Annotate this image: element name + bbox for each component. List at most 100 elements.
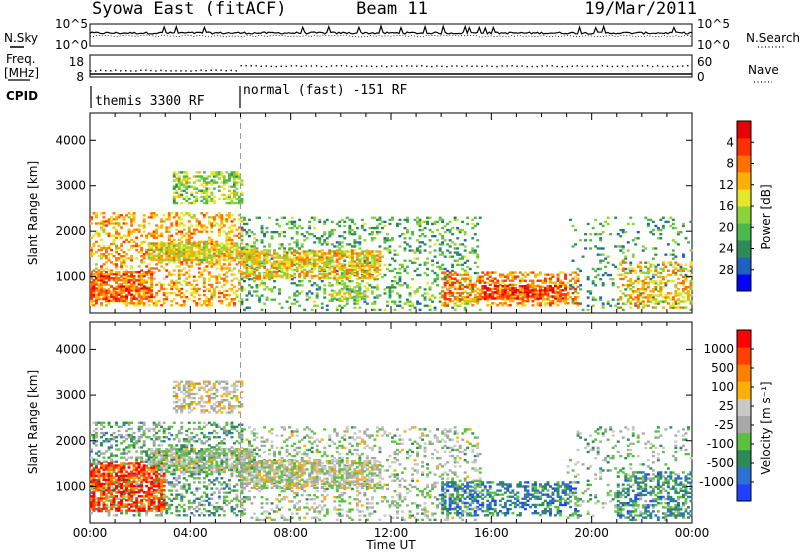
echo-cell <box>255 239 259 242</box>
echo-cell <box>162 252 166 255</box>
echo-cell <box>172 199 176 203</box>
echo-cell <box>448 275 452 278</box>
echo-cell <box>616 245 620 248</box>
echo-cell <box>190 236 194 239</box>
echo-cell <box>228 238 231 242</box>
echo-cell <box>574 302 578 305</box>
echo-cell <box>225 220 229 223</box>
colorbar-tick-label: 28 <box>719 263 734 277</box>
echo-cell <box>471 289 475 293</box>
echo-cell <box>187 230 191 233</box>
echo-cell <box>320 235 324 238</box>
echo-cell <box>110 285 114 288</box>
echo-cell <box>222 181 226 184</box>
echo-cell <box>110 253 114 256</box>
echo-cell <box>192 195 196 199</box>
nave-dot <box>110 70 112 72</box>
echo-cell <box>140 425 144 429</box>
echo-cell <box>122 477 126 480</box>
echo-cell <box>606 261 610 264</box>
echo-cell <box>185 185 189 188</box>
echo-cell <box>486 293 490 296</box>
echo-cell <box>205 199 209 203</box>
echo-cell <box>521 289 525 293</box>
echo-cell <box>130 493 134 496</box>
echo-cell <box>684 267 688 271</box>
echo-cell <box>235 191 239 194</box>
echo-cell <box>330 243 334 246</box>
echo-cell <box>320 243 324 246</box>
echo-cell <box>225 181 229 184</box>
echo-cell <box>428 298 432 301</box>
echo-cell <box>518 271 522 274</box>
echo-cell <box>180 236 184 239</box>
echo-cell <box>172 250 176 253</box>
echo-cell <box>167 273 171 276</box>
echo-cell <box>140 505 144 509</box>
echo-cell <box>511 275 515 278</box>
echo-cell <box>448 271 452 274</box>
echo-cell <box>488 297 492 300</box>
echo-cell <box>534 285 537 288</box>
echo-cell <box>363 264 367 267</box>
echo-cell <box>240 252 244 255</box>
echo-cell <box>125 281 129 284</box>
echo-cell <box>654 282 658 285</box>
echo-cell <box>574 228 578 232</box>
echo-cell <box>235 175 239 178</box>
echo-cell <box>320 280 324 283</box>
echo-cell <box>458 257 462 260</box>
echo-cell <box>579 284 583 287</box>
nave-dot <box>641 65 644 67</box>
echo-cell <box>107 423 111 426</box>
echo-cell <box>140 450 144 453</box>
echo-cell <box>177 265 181 268</box>
echo-cell <box>340 283 344 286</box>
echo-cell <box>451 241 455 244</box>
echo-cell <box>107 497 111 500</box>
echo-cell <box>97 275 101 278</box>
echo-cell <box>554 289 557 293</box>
echo-cell <box>310 233 314 236</box>
echo-cell <box>150 214 154 217</box>
echo-cell <box>370 302 374 305</box>
echo-cell <box>340 306 344 309</box>
echo-cell <box>536 285 540 288</box>
echo-cell <box>112 503 116 507</box>
echo-cell <box>594 298 598 301</box>
echo-cell <box>115 277 119 280</box>
nave-tick-high: 60 <box>697 55 712 69</box>
echo-cell <box>110 242 114 246</box>
echo-cell <box>202 300 206 303</box>
nave-dot <box>315 65 318 67</box>
echo-cell <box>541 279 545 282</box>
echo-cell <box>127 479 131 482</box>
echo-cell <box>205 255 209 258</box>
echo-cell <box>363 261 367 264</box>
echo-cell <box>396 271 399 275</box>
echo-cell <box>303 260 307 263</box>
echo-cell <box>463 261 467 264</box>
echo-cell <box>328 272 332 276</box>
echo-cell <box>278 269 282 273</box>
echo-cell <box>228 261 231 264</box>
echo-cell <box>212 218 216 221</box>
echo-cell <box>313 300 317 303</box>
echo-cell <box>225 267 229 270</box>
echo-cell <box>453 251 457 254</box>
echo-cell <box>478 289 482 292</box>
nave-dot <box>340 65 343 67</box>
nave-dot <box>616 65 619 67</box>
echo-cell <box>466 265 470 269</box>
echo-cell <box>105 246 108 250</box>
echo-cell <box>325 237 329 240</box>
echo-cell <box>230 220 234 223</box>
echo-cell <box>97 285 101 288</box>
echo-cell <box>498 289 502 293</box>
echo-cell <box>207 175 211 178</box>
echo-cell <box>170 234 174 237</box>
echo-cell <box>501 297 505 300</box>
echo-cell <box>147 291 151 295</box>
nave-dot <box>521 65 523 67</box>
echo-cell <box>137 446 141 449</box>
